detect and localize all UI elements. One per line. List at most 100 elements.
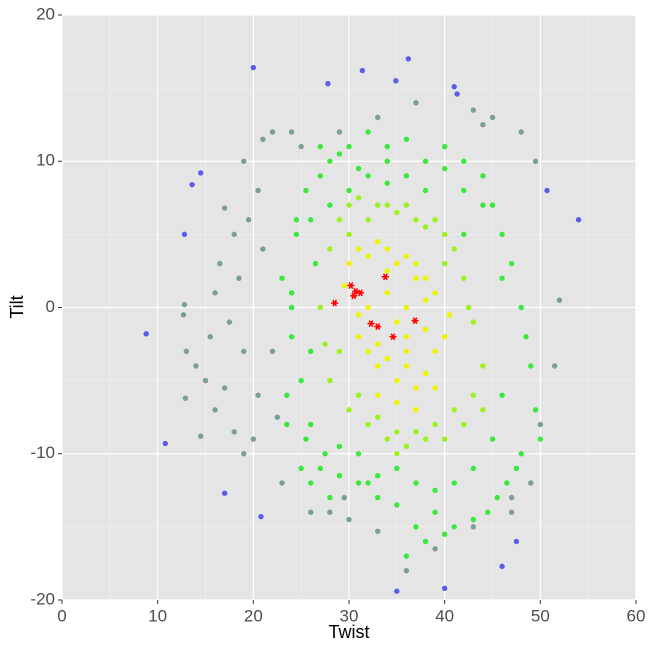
point (494, 494, 500, 501)
point (403, 443, 410, 450)
point (322, 341, 328, 347)
x-tick-label: 10 (148, 606, 167, 625)
point (485, 509, 491, 515)
point (198, 170, 204, 176)
point (422, 224, 429, 230)
point (336, 217, 343, 223)
point (394, 399, 400, 406)
point (221, 205, 228, 211)
point (394, 377, 400, 384)
point (181, 301, 188, 308)
point (288, 129, 295, 135)
point (470, 465, 477, 472)
point (499, 231, 505, 238)
point (384, 436, 390, 442)
point (346, 516, 352, 523)
point (556, 297, 563, 303)
y-tick-label: 10 (36, 151, 55, 170)
point (441, 436, 448, 442)
point (279, 275, 285, 281)
point (422, 538, 429, 545)
point (381, 273, 389, 281)
point (365, 129, 371, 135)
point (465, 304, 472, 311)
y-tick-label: -20 (30, 589, 55, 608)
point (375, 202, 381, 208)
point (375, 528, 381, 534)
point (317, 173, 323, 179)
point (269, 129, 276, 135)
point (413, 480, 419, 486)
point (355, 480, 362, 486)
point (241, 451, 247, 457)
point (384, 355, 390, 362)
point (284, 421, 290, 428)
point (308, 217, 314, 223)
point (317, 304, 323, 311)
point (489, 436, 496, 442)
point (341, 494, 347, 501)
point (384, 180, 390, 186)
point (394, 465, 400, 472)
point (523, 334, 529, 340)
point (480, 363, 486, 369)
point (308, 348, 314, 355)
point (413, 429, 419, 435)
point (413, 385, 419, 391)
point (355, 195, 362, 201)
x-tick-label: 60 (627, 606, 646, 625)
point (258, 513, 264, 520)
point (441, 231, 448, 238)
point (221, 490, 228, 496)
point (432, 421, 438, 428)
point (375, 341, 381, 347)
point (384, 202, 390, 208)
point (504, 480, 510, 486)
point (308, 509, 314, 515)
point (432, 217, 438, 223)
point (322, 451, 328, 457)
point (279, 480, 285, 486)
point (413, 100, 419, 106)
point (480, 202, 486, 208)
point (375, 238, 381, 245)
point (317, 465, 323, 472)
point (375, 472, 381, 479)
point (365, 421, 371, 428)
point (432, 509, 438, 515)
point (508, 509, 515, 515)
point (394, 588, 400, 594)
point (274, 414, 280, 420)
y-tick-label: 0 (46, 297, 55, 316)
point (355, 392, 362, 398)
point (241, 348, 247, 355)
point (403, 553, 410, 559)
point (432, 290, 438, 296)
point (451, 246, 457, 252)
point (413, 524, 419, 530)
point (180, 312, 187, 318)
point (327, 494, 333, 501)
point (403, 202, 410, 208)
point (346, 260, 352, 267)
point (451, 407, 457, 413)
point (336, 443, 343, 450)
point (441, 585, 448, 591)
point (212, 290, 218, 296)
point (317, 143, 323, 150)
point (446, 312, 453, 318)
point (231, 231, 237, 238)
point (347, 282, 355, 289)
point (394, 209, 400, 216)
point (394, 502, 400, 508)
point (231, 429, 237, 435)
point (451, 524, 457, 530)
x-tick-label: 40 (435, 606, 454, 625)
point (384, 268, 390, 274)
point (288, 304, 295, 311)
x-tick-label: 50 (531, 606, 550, 625)
point (470, 319, 477, 325)
point (403, 304, 410, 311)
point (403, 363, 410, 369)
